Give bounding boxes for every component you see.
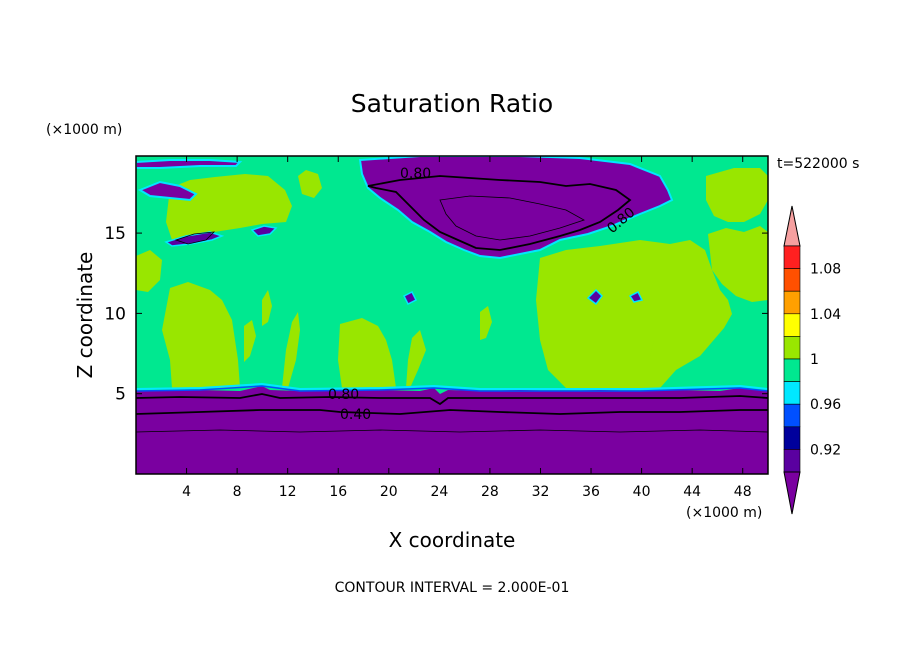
contour-label: 0.80 — [328, 387, 359, 403]
colorbar-under-triangle — [783, 471, 801, 515]
x-tick-label: 8 — [233, 484, 242, 500]
x-tick-label: 16 — [329, 484, 347, 500]
y-tick-label: 5 — [115, 385, 126, 405]
colorbar-segment — [783, 358, 801, 382]
colorbar-level-label: 1 — [810, 352, 819, 368]
x-tick-label: 24 — [430, 484, 448, 500]
y-axis-label: Z coordinate — [73, 252, 97, 379]
colorbar-level-label: 0.96 — [810, 397, 841, 413]
colorbar-segment — [783, 449, 801, 473]
colorbar-segment — [783, 426, 801, 450]
colorbar-segment — [783, 245, 801, 269]
colorbar-level-label: 0.92 — [810, 442, 841, 458]
small-dry-blob-2 — [586, 288, 603, 306]
cyan-edge — [136, 382, 768, 391]
x-axis-label: X coordinate — [389, 528, 516, 552]
x-tick-label: 48 — [734, 484, 752, 500]
colorbar-over-triangle — [783, 205, 801, 247]
colorbar-level-label: 1.08 — [810, 262, 841, 278]
contour-label: 0.40 — [340, 407, 371, 423]
x-tick-label: 12 — [279, 484, 297, 500]
contour-thin-lower — [136, 429, 768, 433]
x-tick-label: 40 — [633, 484, 651, 500]
small-dry-blob — [250, 225, 278, 237]
lower-dry-layer — [136, 386, 768, 474]
contour-label: 0.80 — [400, 166, 431, 182]
contour-small-1 — [174, 231, 216, 245]
y-unit-label: (×1000 m) — [46, 122, 122, 138]
colorbar-segment — [783, 381, 801, 405]
plot-field: 0.80 0.80 0.80 0.40 — [136, 156, 768, 474]
small-dry-blob-4 — [402, 290, 418, 306]
time-label: t=522000 s — [777, 156, 859, 172]
colorbar-segment — [783, 268, 801, 292]
x-tick-label: 32 — [532, 484, 550, 500]
plot-frame — [135, 155, 769, 475]
x-tick-label: 4 — [182, 484, 191, 500]
small-dry-blob-3 — [628, 290, 644, 303]
supersaturated-columns — [136, 168, 768, 388]
blue-edge — [136, 385, 768, 392]
contour-080-upper — [367, 175, 632, 251]
colorbar-segment — [783, 336, 801, 360]
x-tick-label: 36 — [582, 484, 600, 500]
colorbar-segment — [783, 290, 801, 315]
y-tick-label: 10 — [104, 304, 126, 324]
colorbar: 1.08 1.04 1 0.96 0.92 — [783, 205, 841, 515]
contour-thin-upper — [439, 195, 585, 241]
colorbar-segment — [783, 403, 801, 428]
upper-dry-left-tongue — [137, 180, 198, 202]
x-unit-label: (×1000 m) — [686, 505, 762, 521]
upper-dry-left-tongue-2 — [136, 159, 243, 169]
contour-040-lower — [136, 409, 768, 415]
chart-title: Saturation Ratio — [351, 89, 553, 118]
x-tick-label: 20 — [380, 484, 398, 500]
contour-lines — [136, 175, 768, 433]
colorbar-level-label: 1.04 — [810, 307, 841, 323]
upper-dry-pocket — [358, 156, 674, 260]
colorbar-segment — [783, 313, 801, 337]
y-axis-ticks: 5 10 15 — [104, 224, 768, 405]
x-tick-label: 44 — [683, 484, 701, 500]
contour-interval-note: CONTOUR INTERVAL = 2.000E-01 — [335, 580, 570, 596]
y-tick-label: 15 — [104, 224, 126, 244]
contour-080-lower — [136, 393, 768, 406]
x-tick-label: 28 — [481, 484, 499, 500]
x-axis-ticks: 4 8 12 16 20 24 28 32 36 40 44 48 — [182, 156, 752, 500]
